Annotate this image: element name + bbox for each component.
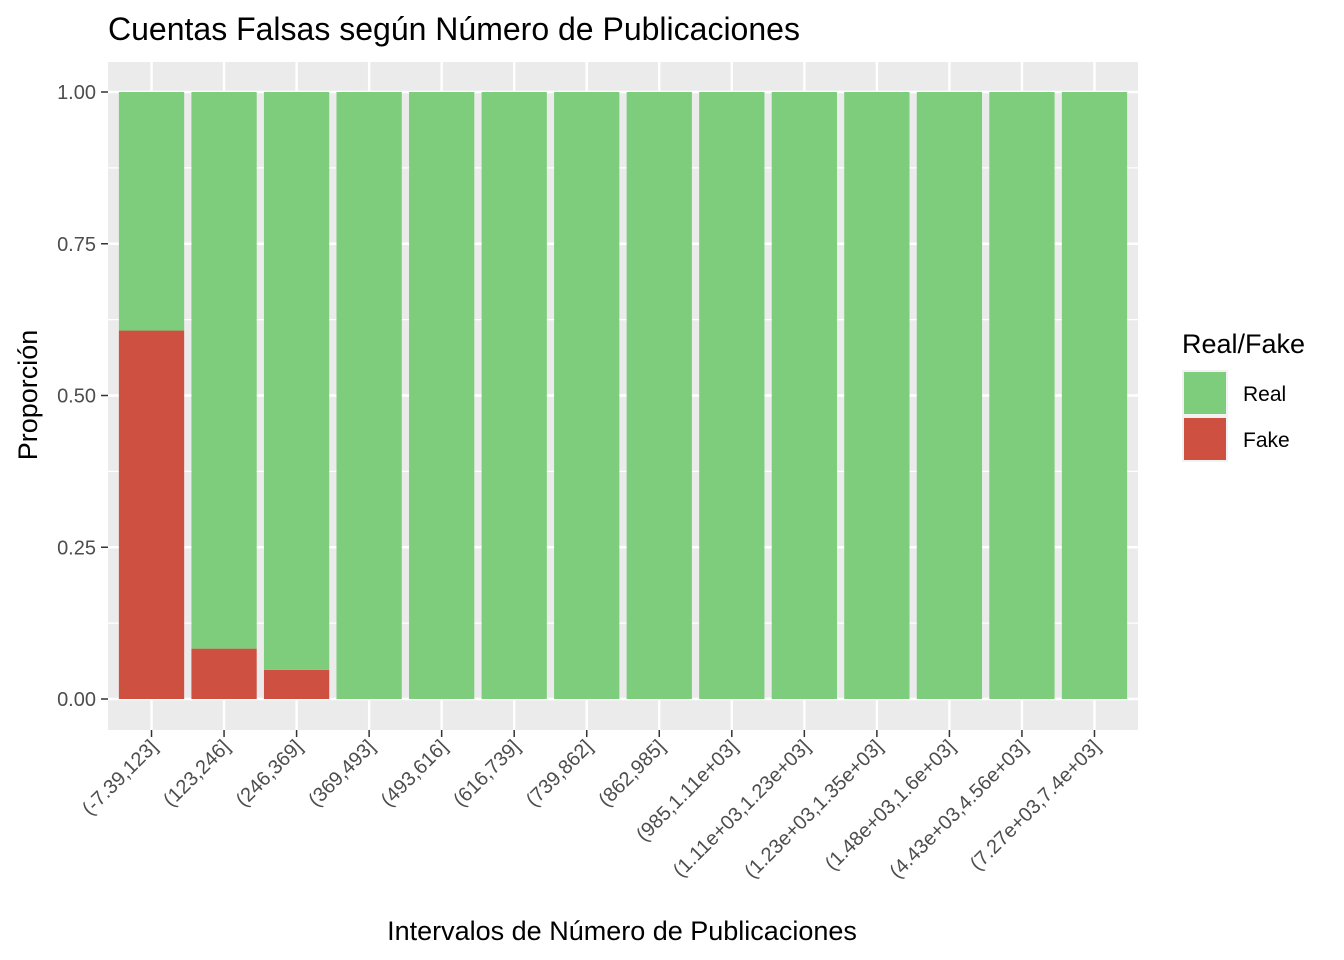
legend-swatch-real	[1184, 372, 1226, 414]
x-axis-title: Intervalos de Número de Publicaciones	[387, 916, 857, 946]
bar-real	[554, 92, 620, 699]
x-tick-label: (1.11e+03,1.23e+03]	[669, 736, 815, 882]
legend-label-real: Real	[1243, 383, 1286, 406]
legend-title: Real/Fake	[1182, 329, 1305, 359]
bar-real	[409, 92, 475, 699]
bar-real	[481, 92, 547, 699]
x-tick-label: (1.48e+03,1.6e+03]	[821, 736, 960, 875]
x-tick-label: (4.43e+03,4.56e+03]	[886, 736, 1033, 883]
bar-real	[1061, 92, 1128, 699]
x-tick-label: (369,493]	[304, 736, 379, 811]
bar-real	[626, 92, 692, 699]
bar-real	[263, 92, 330, 670]
y-axis-title: Proporción	[13, 330, 43, 461]
x-tick-label: (123,246]	[159, 736, 234, 811]
bar-real	[118, 92, 185, 331]
bars	[118, 92, 1128, 699]
x-tick-label: (616,739]	[449, 736, 524, 811]
x-axis: (-7.39,123](123,246](246,369](369,493](4…	[78, 730, 1105, 883]
x-tick-label: (7.27e+03,7.4e+03]	[966, 736, 1105, 875]
bar-fake	[263, 669, 330, 699]
legend-label-fake: Fake	[1243, 429, 1290, 452]
legend: Real/Fake Real Fake	[1182, 329, 1305, 462]
chart-title: Cuentas Falsas según Número de Publicaci…	[108, 11, 800, 47]
x-tick-label: (-7.39,123]	[78, 736, 162, 820]
y-tick-label: 0.50	[57, 386, 96, 408]
x-tick-label: (739,862]	[522, 736, 597, 811]
bar-real	[699, 92, 765, 699]
y-tick-label: 1.00	[57, 82, 96, 104]
legend-swatch-fake	[1184, 418, 1226, 460]
x-tick-label: (246,369]	[232, 736, 307, 811]
y-tick-label: 0.75	[57, 234, 96, 256]
bar-real	[771, 92, 837, 699]
bar-real	[336, 92, 402, 699]
bar-real	[989, 92, 1055, 699]
y-tick-label: 0.00	[57, 689, 96, 711]
bar-real	[191, 92, 257, 649]
x-tick-label: (862,985]	[594, 736, 669, 811]
bar-fake	[191, 648, 257, 699]
x-tick-label: (493,616]	[377, 736, 452, 811]
bar-real	[916, 92, 983, 699]
y-tick-label: 0.25	[57, 537, 96, 559]
y-axis: 0.00 0.25 0.50 0.75 1.00	[57, 82, 108, 711]
bar-real	[844, 92, 910, 699]
bar-fake	[118, 330, 185, 699]
x-tick-label: (1.23e+03,1.35e+03]	[741, 736, 888, 883]
